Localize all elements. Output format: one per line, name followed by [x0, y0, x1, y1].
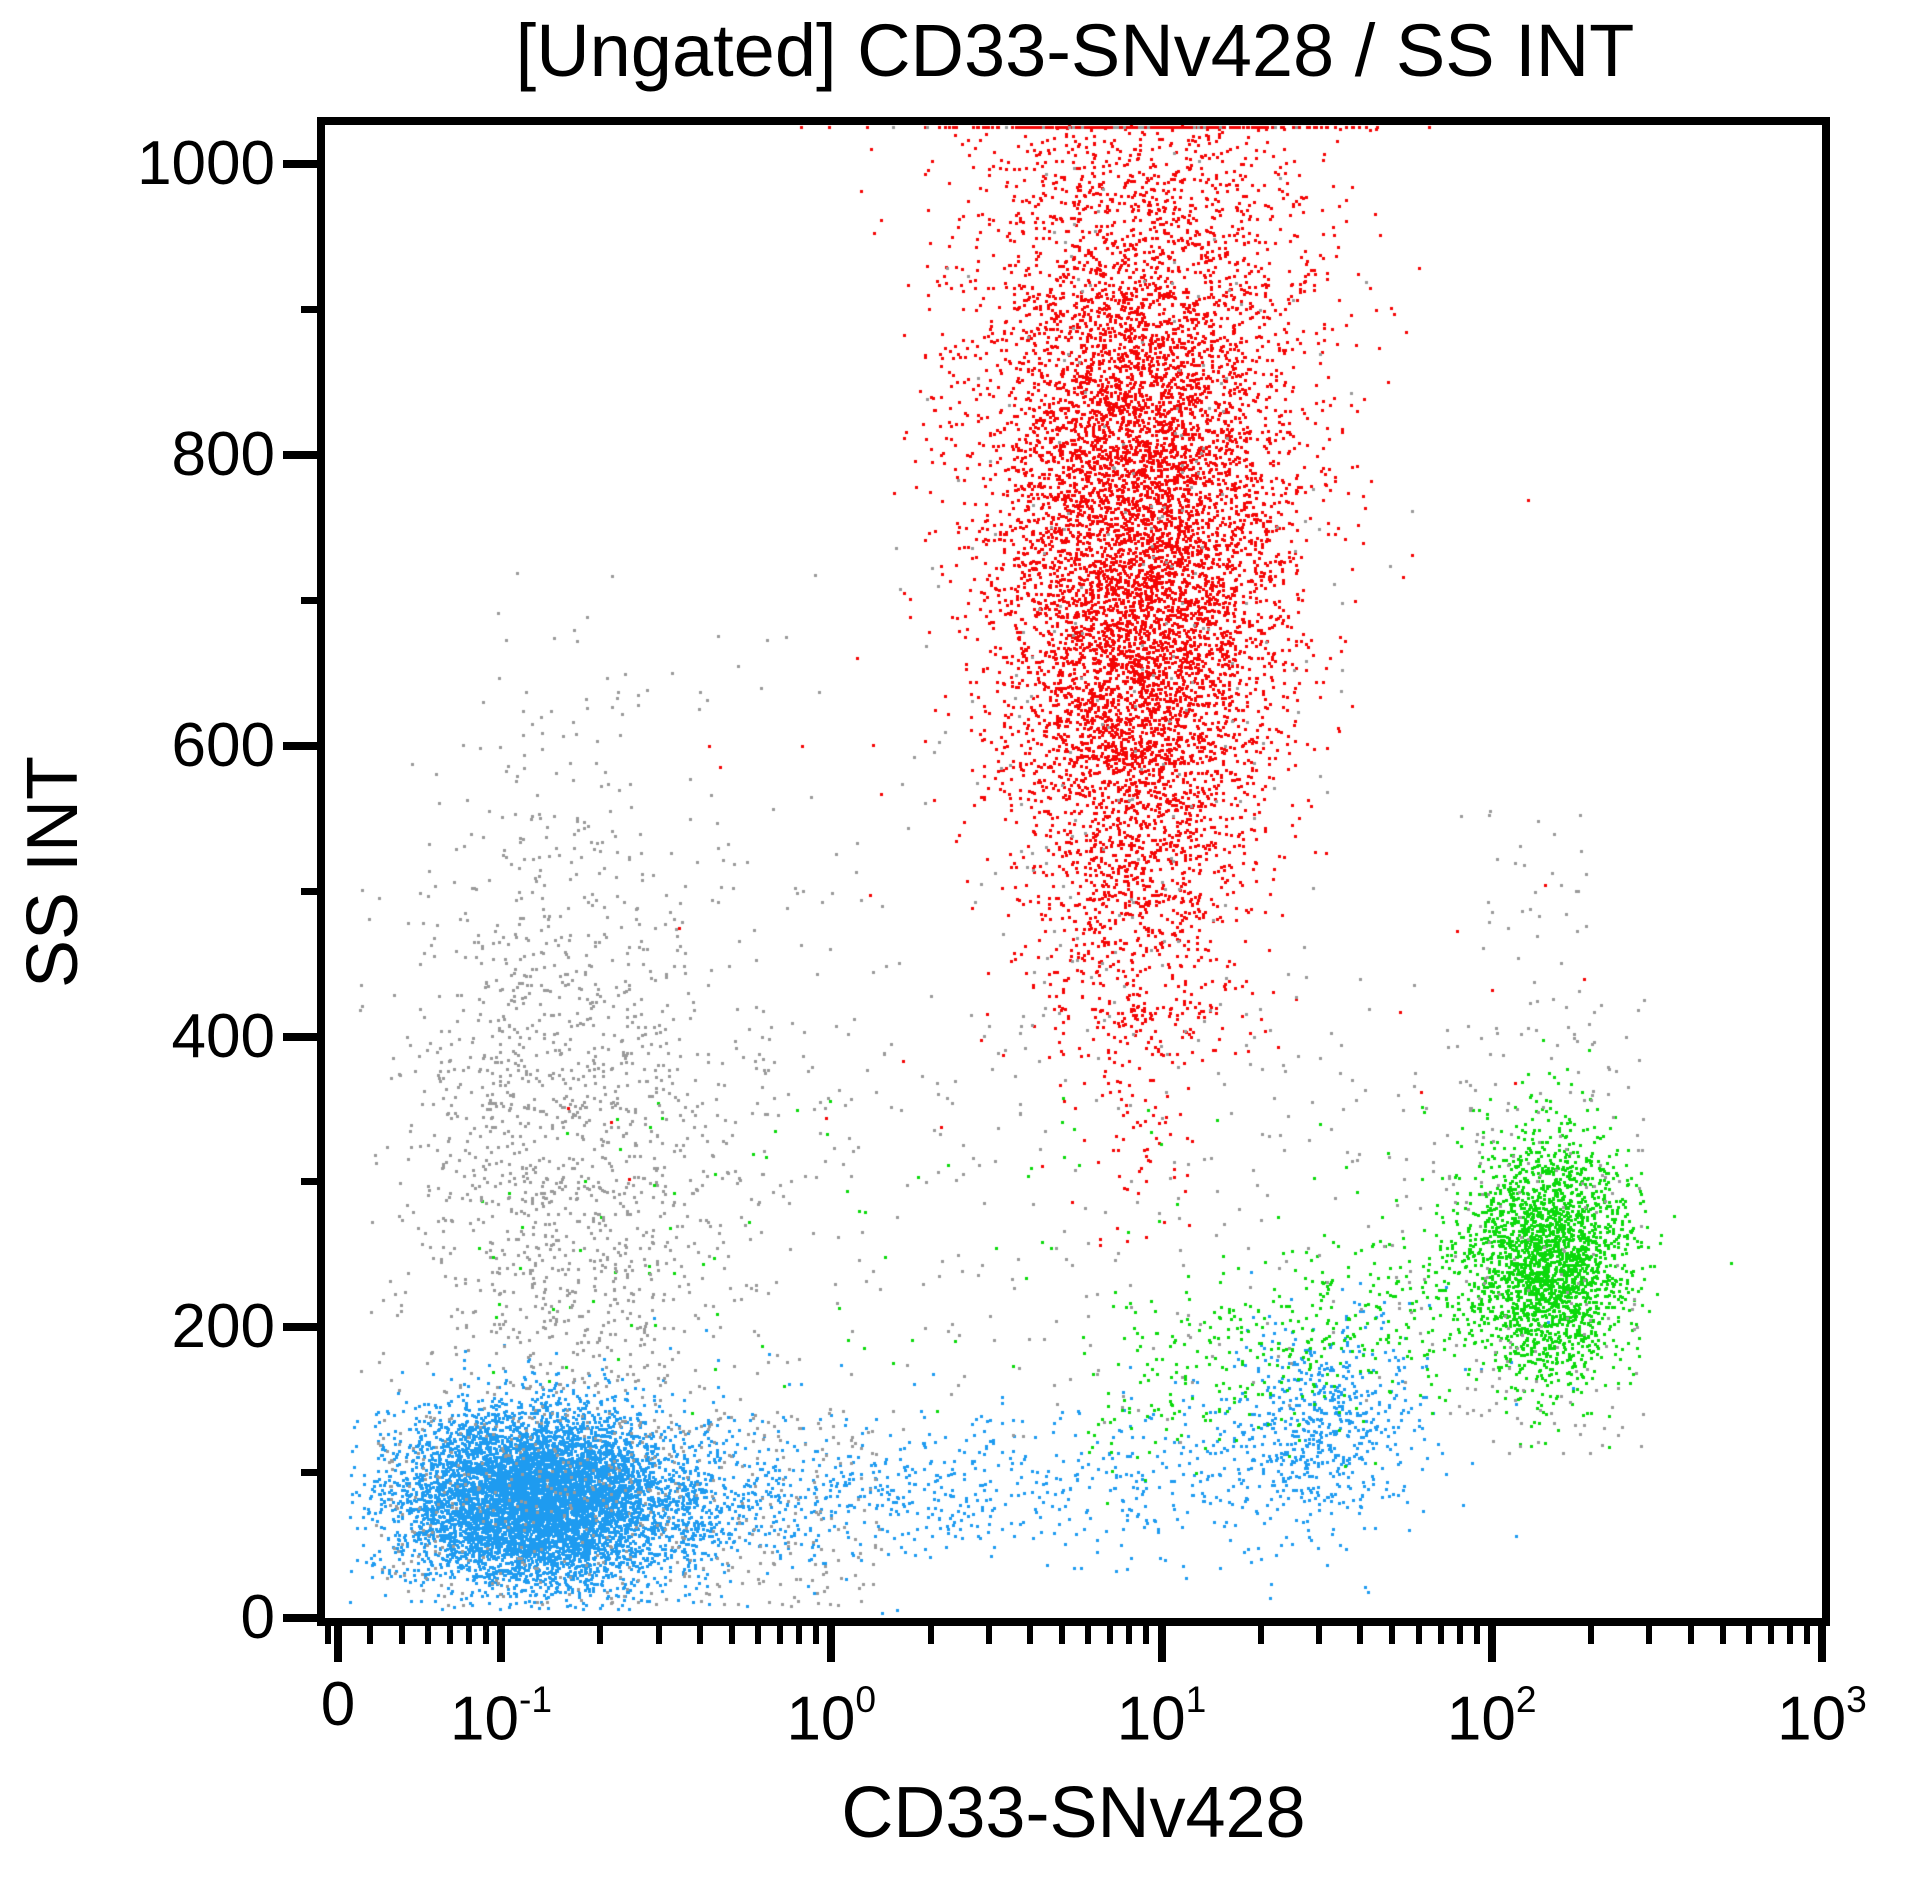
x-minor-tick	[597, 1618, 604, 1644]
x-tick-label: 10-1	[450, 1678, 553, 1754]
y-major-tick	[283, 1032, 325, 1041]
x-minor-tick	[927, 1618, 934, 1644]
y-minor-tick	[301, 887, 325, 895]
x-minor-tick	[1803, 1618, 1810, 1644]
y-tick-label: 400	[171, 1001, 275, 1071]
x-major-tick	[1818, 1618, 1826, 1662]
x-minor-tick	[1456, 1618, 1463, 1644]
x-minor-tick	[366, 1618, 373, 1644]
x-minor-tick	[813, 1618, 820, 1644]
x-minor-tick	[696, 1618, 703, 1644]
x-minor-tick	[446, 1618, 453, 1644]
x-minor-tick	[1687, 1618, 1694, 1644]
x-minor-tick	[985, 1618, 992, 1644]
x-minor-tick	[1257, 1618, 1264, 1644]
plot-frame	[317, 117, 1830, 1626]
y-minor-tick	[301, 306, 325, 314]
x-minor-tick	[1719, 1618, 1726, 1644]
x-minor-tick	[1143, 1618, 1150, 1644]
x-minor-tick	[655, 1618, 662, 1644]
x-minor-tick	[325, 1618, 332, 1644]
y-major-tick	[283, 1323, 325, 1332]
x-axis-label: CD33-SNv428	[841, 1773, 1306, 1853]
x-minor-tick	[398, 1618, 405, 1644]
x-major-tick	[1487, 1618, 1496, 1662]
y-major-tick	[283, 741, 325, 750]
x-minor-tick	[1588, 1618, 1595, 1644]
x-minor-tick	[796, 1618, 803, 1644]
x-minor-tick	[755, 1618, 762, 1644]
x-minor-tick	[1767, 1618, 1774, 1644]
y-tick-label: 600	[171, 710, 275, 780]
x-minor-tick	[1389, 1618, 1396, 1644]
y-major-tick	[283, 1614, 325, 1622]
x-minor-tick	[1126, 1618, 1133, 1644]
y-axis-label: SS INT	[13, 755, 93, 988]
y-tick-label: 0	[240, 1583, 275, 1652]
x-tick-label: 101	[1116, 1678, 1207, 1754]
x-major-tick	[1157, 1618, 1166, 1662]
y-minor-tick	[301, 1469, 325, 1477]
x-minor-tick	[728, 1618, 735, 1644]
x-minor-tick	[1059, 1618, 1066, 1644]
x-major-tick	[497, 1618, 506, 1662]
x-minor-tick	[1437, 1618, 1444, 1644]
plot-title: [Ungated] CD33-SNv428 / SS INT	[515, 9, 1635, 92]
x-minor-tick	[1415, 1618, 1422, 1644]
y-major-tick	[283, 451, 325, 459]
x-tick-label: 0	[320, 1670, 356, 1739]
x-minor-tick	[466, 1618, 472, 1644]
y-tick-label: 800	[171, 420, 275, 489]
y-tick-label: 1000	[137, 129, 275, 199]
x-minor-tick	[1745, 1618, 1752, 1644]
x-minor-tick	[1107, 1618, 1114, 1644]
x-minor-tick	[1786, 1618, 1793, 1644]
x-minor-tick	[1027, 1618, 1034, 1644]
x-minor-tick	[1316, 1618, 1323, 1644]
x-minor-tick	[1085, 1618, 1092, 1644]
scatter-dots-canvas[interactable]	[325, 125, 1822, 1618]
x-minor-tick	[1473, 1618, 1480, 1644]
x-minor-tick	[1646, 1618, 1653, 1644]
x-minor-tick	[777, 1618, 784, 1644]
x-tick-label: 103	[1777, 1678, 1867, 1754]
x-minor-tick	[424, 1618, 431, 1644]
x-major-tick	[827, 1618, 836, 1662]
y-minor-tick	[301, 596, 325, 604]
y-major-tick	[283, 160, 325, 169]
x-minor-tick	[482, 1618, 489, 1644]
y-minor-tick	[301, 1178, 325, 1186]
y-tick-label: 200	[171, 1292, 275, 1362]
x-major-tick	[334, 1618, 343, 1662]
x-tick-label: 102	[1446, 1678, 1537, 1754]
x-tick-label: 100	[786, 1678, 877, 1754]
x-minor-tick	[1357, 1618, 1364, 1644]
